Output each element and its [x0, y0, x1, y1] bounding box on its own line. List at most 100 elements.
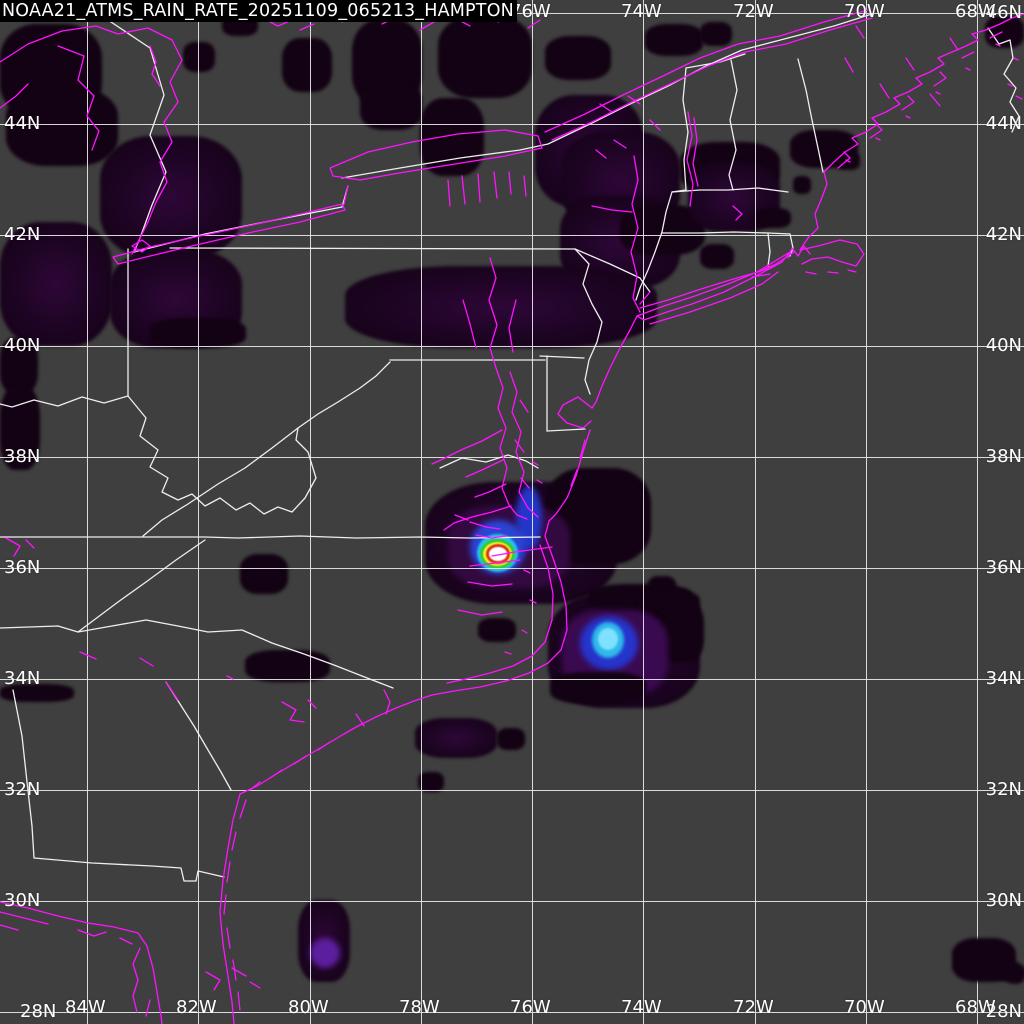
rain-blob — [100, 136, 242, 258]
rain-blob — [418, 772, 444, 792]
gridline-lat-40N — [0, 346, 1024, 347]
state-border-path — [169, 247, 576, 250]
rain-blob — [183, 42, 215, 72]
rain-blob — [598, 628, 618, 650]
coastline-path — [219, 793, 241, 1024]
lat-label-right-30N: 30N — [985, 890, 1022, 911]
state-border-path — [539, 355, 585, 359]
product-title-bar: NOAA21_ATMS_RAIN_RATE_20251109_065213_HA… — [0, 0, 517, 22]
lon-label-bottom-84W: 84W — [65, 997, 106, 1018]
state-border-path — [77, 539, 206, 633]
gridline-lon-70W — [866, 0, 867, 1024]
gridline-lat-30N — [0, 901, 1024, 902]
lon-label-bottom-82W: 82W — [176, 997, 217, 1018]
state-border-path — [0, 625, 79, 633]
coastline-path — [343, 185, 349, 205]
lon-label-top-74W: 74W — [621, 1, 662, 22]
lon-label-bottom-78W: 78W — [399, 997, 440, 1018]
lon-label-top-70W: 70W — [844, 1, 885, 22]
lon-label-top-68W: 68W — [955, 1, 996, 22]
gridline-lat-44N — [0, 124, 1024, 125]
lat-label-left-42N: 42N — [4, 224, 41, 245]
gridline-lat-28N — [0, 1012, 1024, 1013]
state-border-path — [297, 361, 391, 429]
rain-blob — [282, 38, 332, 92]
coastline-path — [844, 25, 959, 107]
coastline-path — [649, 271, 779, 325]
rain-blob — [478, 618, 516, 642]
coastline-path — [239, 733, 345, 795]
lat-label-right-32N: 32N — [985, 779, 1022, 800]
rain-blob — [755, 208, 791, 228]
rain-blob — [240, 554, 288, 594]
lon-label-bottom-72W: 72W — [733, 997, 774, 1018]
lat-label-right-40N: 40N — [985, 335, 1022, 356]
gridline-lon-78W — [421, 0, 422, 1024]
coastline-path — [514, 399, 543, 489]
coastline-path — [249, 741, 331, 791]
rain-blob — [550, 672, 646, 704]
rain-blob — [310, 938, 340, 968]
state-border-path — [127, 395, 317, 515]
lon-label-bottom-70W: 70W — [844, 997, 885, 1018]
rain-blob — [700, 244, 734, 269]
rain-blob — [793, 176, 811, 194]
lon-label-bottom-80W: 80W — [288, 997, 329, 1018]
gridline-lat-36N — [0, 568, 1024, 569]
lat-label-right-42N: 42N — [985, 224, 1022, 245]
gridline-lon-84W — [87, 0, 88, 1024]
lat-label-right-44N: 44N — [985, 113, 1022, 134]
rain-blob — [0, 338, 38, 394]
rain-blob — [700, 22, 732, 46]
coastline-path — [557, 396, 593, 429]
lon-label-top-72W: 72W — [733, 1, 774, 22]
lon-label-bottom-74W: 74W — [621, 997, 662, 1018]
lat-label-left-28N: 28N — [20, 1001, 57, 1022]
coastline-path — [281, 699, 365, 727]
gridline-lon-76W — [532, 0, 533, 1024]
lat-label-left-36N: 36N — [4, 557, 41, 578]
lon-label-bottom-76W: 76W — [510, 997, 551, 1018]
state-border-path — [33, 857, 225, 882]
gridline-lon-72W — [755, 0, 756, 1024]
state-border-path — [789, 233, 794, 257]
state-border-path — [77, 619, 394, 689]
lat-label-right-38N: 38N — [985, 446, 1022, 467]
rain-blob — [987, 954, 1024, 988]
gridline-lon-74W — [643, 0, 644, 1024]
state-border-path — [546, 428, 586, 432]
rain-blob — [836, 152, 860, 170]
rain-blob — [420, 98, 484, 176]
coastline-path — [149, 45, 161, 87]
state-border-path — [685, 53, 746, 69]
rain-blob — [497, 728, 525, 750]
coastline-path — [845, 43, 1023, 163]
coastline-path — [465, 459, 504, 478]
lat-label-left-32N: 32N — [4, 779, 41, 800]
rain-blob — [489, 547, 507, 561]
lat-label-right-34N: 34N — [985, 668, 1022, 689]
coastline-path — [457, 609, 503, 616]
state-border-path — [767, 232, 771, 267]
lat-label-left-34N: 34N — [4, 668, 41, 689]
rain-blob — [360, 82, 422, 130]
gridline-lat-38N — [0, 457, 1024, 458]
state-border-path — [142, 427, 299, 537]
coastline-path — [223, 799, 247, 1011]
coastline-path — [79, 651, 234, 680]
state-border-path — [12, 689, 35, 859]
gridline-lon-68W — [977, 0, 978, 1024]
rain-blob — [245, 650, 330, 682]
lat-label-left-30N: 30N — [4, 890, 41, 911]
rain-blob — [645, 24, 703, 56]
gridline-lat-32N — [0, 790, 1024, 791]
gridline-lat-34N — [0, 679, 1024, 680]
lon-label-bottom-68W: 68W — [955, 997, 996, 1018]
gridline-lon-82W — [198, 0, 199, 1024]
coastline-path — [205, 967, 261, 991]
coastline-path — [787, 245, 811, 259]
coastline-path — [0, 911, 133, 945]
lat-label-left-44N: 44N — [4, 113, 41, 134]
coastline-path — [805, 269, 857, 275]
